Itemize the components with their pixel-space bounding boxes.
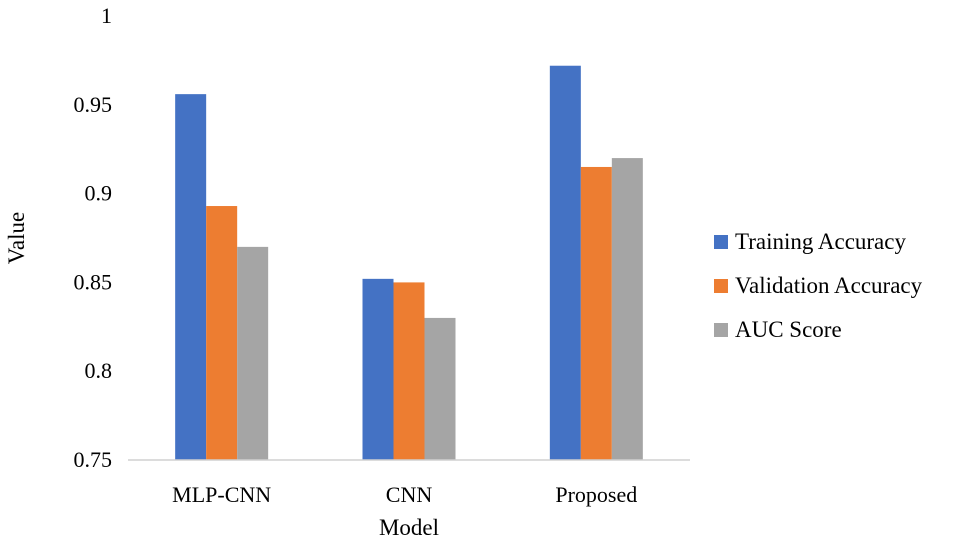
y-tick-label: 0.95: [74, 92, 113, 117]
legend-label: Training Accuracy: [735, 229, 906, 254]
y-tick-label: 0.85: [74, 269, 113, 294]
y-tick-labels: 0.75 0.8 0.85 0.9 0.95 1: [74, 3, 113, 472]
legend-label: AUC Score: [735, 317, 842, 342]
bar: [549, 65, 581, 460]
y-tick-label: 0.9: [85, 181, 113, 206]
bar: [206, 206, 238, 460]
bar: [175, 94, 207, 461]
y-tick-label: 0.8: [85, 358, 113, 383]
bar: [237, 246, 269, 460]
bar: [424, 317, 456, 460]
bar: [362, 278, 394, 460]
x-tick-label: Proposed: [555, 482, 637, 507]
bar: [580, 166, 612, 460]
legend: Training Accuracy Validation Accuracy AUC …: [714, 220, 922, 352]
x-axis-title: Model: [379, 515, 439, 540]
legend-item: Validation Accuracy: [714, 264, 922, 308]
x-tick-label: MLP-CNN: [172, 482, 271, 507]
y-tick-label: 0.75: [74, 447, 113, 472]
legend-swatch: [714, 323, 728, 337]
legend-item: Training Accuracy: [714, 220, 922, 264]
bars-group: [175, 65, 643, 461]
x-tick-label: CNN: [386, 482, 433, 507]
legend-swatch: [714, 279, 728, 293]
bar: [611, 158, 643, 460]
legend-swatch: [714, 235, 728, 249]
bar: [393, 282, 425, 460]
legend-item: AUC Score: [714, 308, 922, 352]
y-tick-label: 1: [101, 3, 112, 28]
x-tick-labels: MLP-CNN CNN Proposed: [172, 482, 637, 507]
y-axis-title: Value: [4, 212, 29, 264]
legend-label: Validation Accuracy: [735, 273, 923, 298]
